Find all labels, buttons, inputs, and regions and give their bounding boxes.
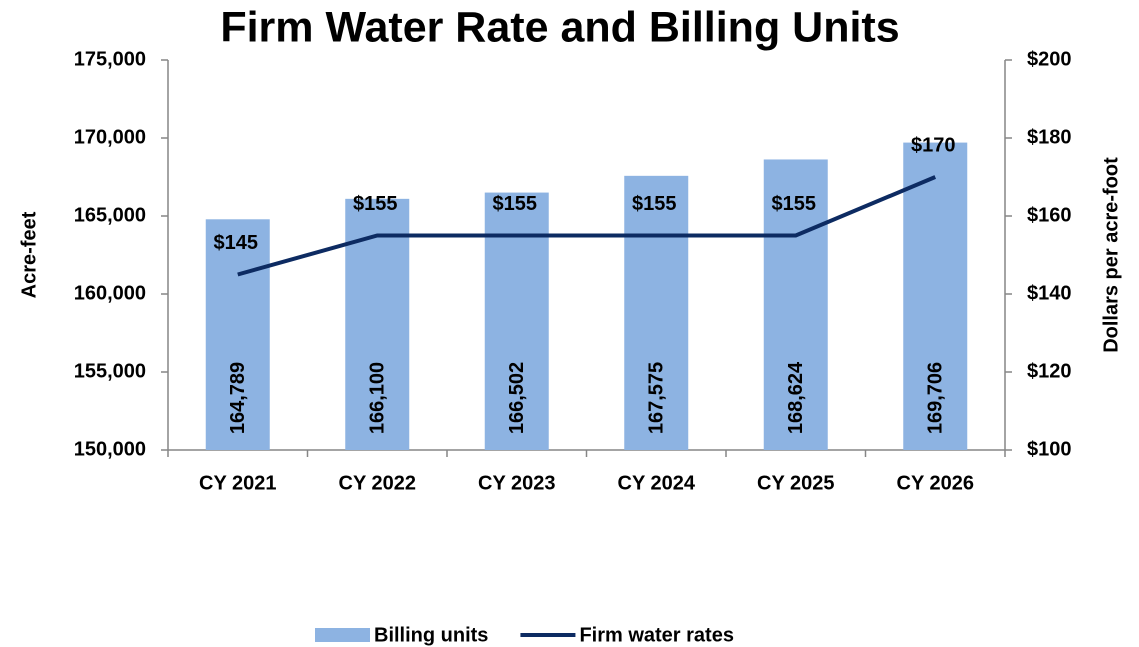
line-value-label: $170 [911,134,956,156]
y-axis-label: Acre-feet [18,211,40,298]
bar [903,142,968,450]
y2-tick-label: $140 [1027,282,1072,304]
y-tick-label: 155,000 [74,360,146,382]
y-tick-label: 170,000 [74,126,146,148]
y-tick-label: 165,000 [74,204,146,226]
line-value-label: $155 [632,193,677,215]
bar [763,159,828,450]
x-tick-label: CY 2023 [478,472,555,494]
x-tick-label: CY 2021 [199,472,276,494]
bar-value-label: 169,706 [925,362,947,434]
line-value-label: $145 [214,232,259,254]
bar [205,219,270,450]
x-tick-label: CY 2026 [897,472,974,494]
bar-value-label: 164,789 [227,362,249,434]
bar-value-label: 166,100 [367,362,389,434]
y2-tick-label: $180 [1027,126,1072,148]
chart-title: Firm Water Rate and Billing Units [220,3,899,51]
y-tick-label: 175,000 [74,48,146,70]
line-value-label: $155 [493,193,538,215]
bar [624,175,689,450]
bar-value-label: 167,575 [646,362,668,434]
legend-swatch [315,628,370,642]
line [237,175,937,277]
line-value-label: $155 [353,193,398,215]
x-tick-label: CY 2025 [757,472,834,494]
y2-tick-label: $160 [1027,204,1072,226]
y-tick-label: 150,000 [74,438,146,460]
legend-label: Firm water rates [579,624,734,646]
x-tick-label: CY 2024 [618,472,696,494]
y2-tick-label: $100 [1027,438,1072,460]
legend-label: Billing units [374,624,488,646]
bar-value-label: 168,624 [785,361,807,434]
y2-tick-label: $200 [1027,48,1072,70]
x-tick-label: CY 2022 [339,472,416,494]
y2-axis-label: Dollars per acre-foot [1100,157,1122,353]
bar-value-label: 166,502 [506,362,528,434]
line-value-label: $155 [772,193,817,215]
y-tick-label: 160,000 [74,282,146,304]
y2-tick-label: $120 [1027,360,1072,382]
